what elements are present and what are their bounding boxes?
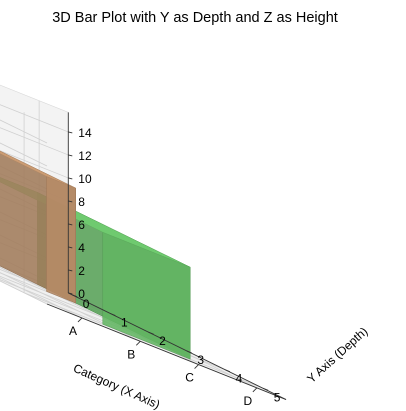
x-tick-label: C <box>185 371 194 385</box>
x-axis-label: Category (X Axis) <box>71 361 162 411</box>
z-tick-label: 12 <box>78 149 92 163</box>
x-tick-label: A <box>69 324 77 338</box>
y-tick <box>262 387 269 391</box>
z-tick-label: 4 <box>78 241 85 255</box>
y-axis-line <box>68 292 287 400</box>
z-tick <box>68 200 73 203</box>
y-tick-label: 2 <box>159 334 166 348</box>
bar-front-face <box>46 176 76 304</box>
z-tick-label: 14 <box>78 126 92 140</box>
y-gridline <box>0 268 111 314</box>
y-tick <box>186 350 192 354</box>
z-tick-label: 6 <box>78 218 85 232</box>
z-tick <box>68 223 73 226</box>
x-tick <box>252 387 258 393</box>
z-tick <box>68 269 73 272</box>
y-tick <box>110 313 116 316</box>
x-tick-label: B <box>127 347 135 361</box>
x-gridline <box>0 277 83 319</box>
x-tick <box>194 364 199 369</box>
y-tick <box>148 331 154 335</box>
z-tick <box>68 154 73 157</box>
z-tick <box>68 246 73 249</box>
z-tick-label: 8 <box>78 195 85 209</box>
y-axis-label: Y Axis (Depth) <box>304 324 370 386</box>
x-tick <box>77 317 83 323</box>
z-tick <box>68 177 73 180</box>
y-tick-label: 4 <box>236 372 243 386</box>
y-tick-label: 5 <box>274 390 281 404</box>
y-tick-label: 1 <box>121 316 128 330</box>
bars <box>0 150 191 360</box>
y-tick <box>71 294 78 298</box>
x-axis-line <box>46 303 287 400</box>
bar-B <box>0 177 191 360</box>
chart-title: 3D Bar Plot with Y as Depth and Z as Hei… <box>52 10 338 26</box>
x-tick <box>135 340 141 346</box>
y-tick <box>224 369 231 373</box>
bar-front-face <box>102 231 191 360</box>
z-tick <box>68 292 73 295</box>
bar-top-face <box>0 150 76 189</box>
z-tick <box>68 131 73 134</box>
z-tick-label: 10 <box>78 172 92 186</box>
z-tick-label: 0 <box>78 287 85 301</box>
y-tick-label: 3 <box>197 353 204 367</box>
x-tick-label: D <box>244 394 253 408</box>
x-gridline <box>0 272 141 342</box>
y-tick-label: 0 <box>83 297 90 311</box>
z-tick-label: 2 <box>78 264 85 278</box>
